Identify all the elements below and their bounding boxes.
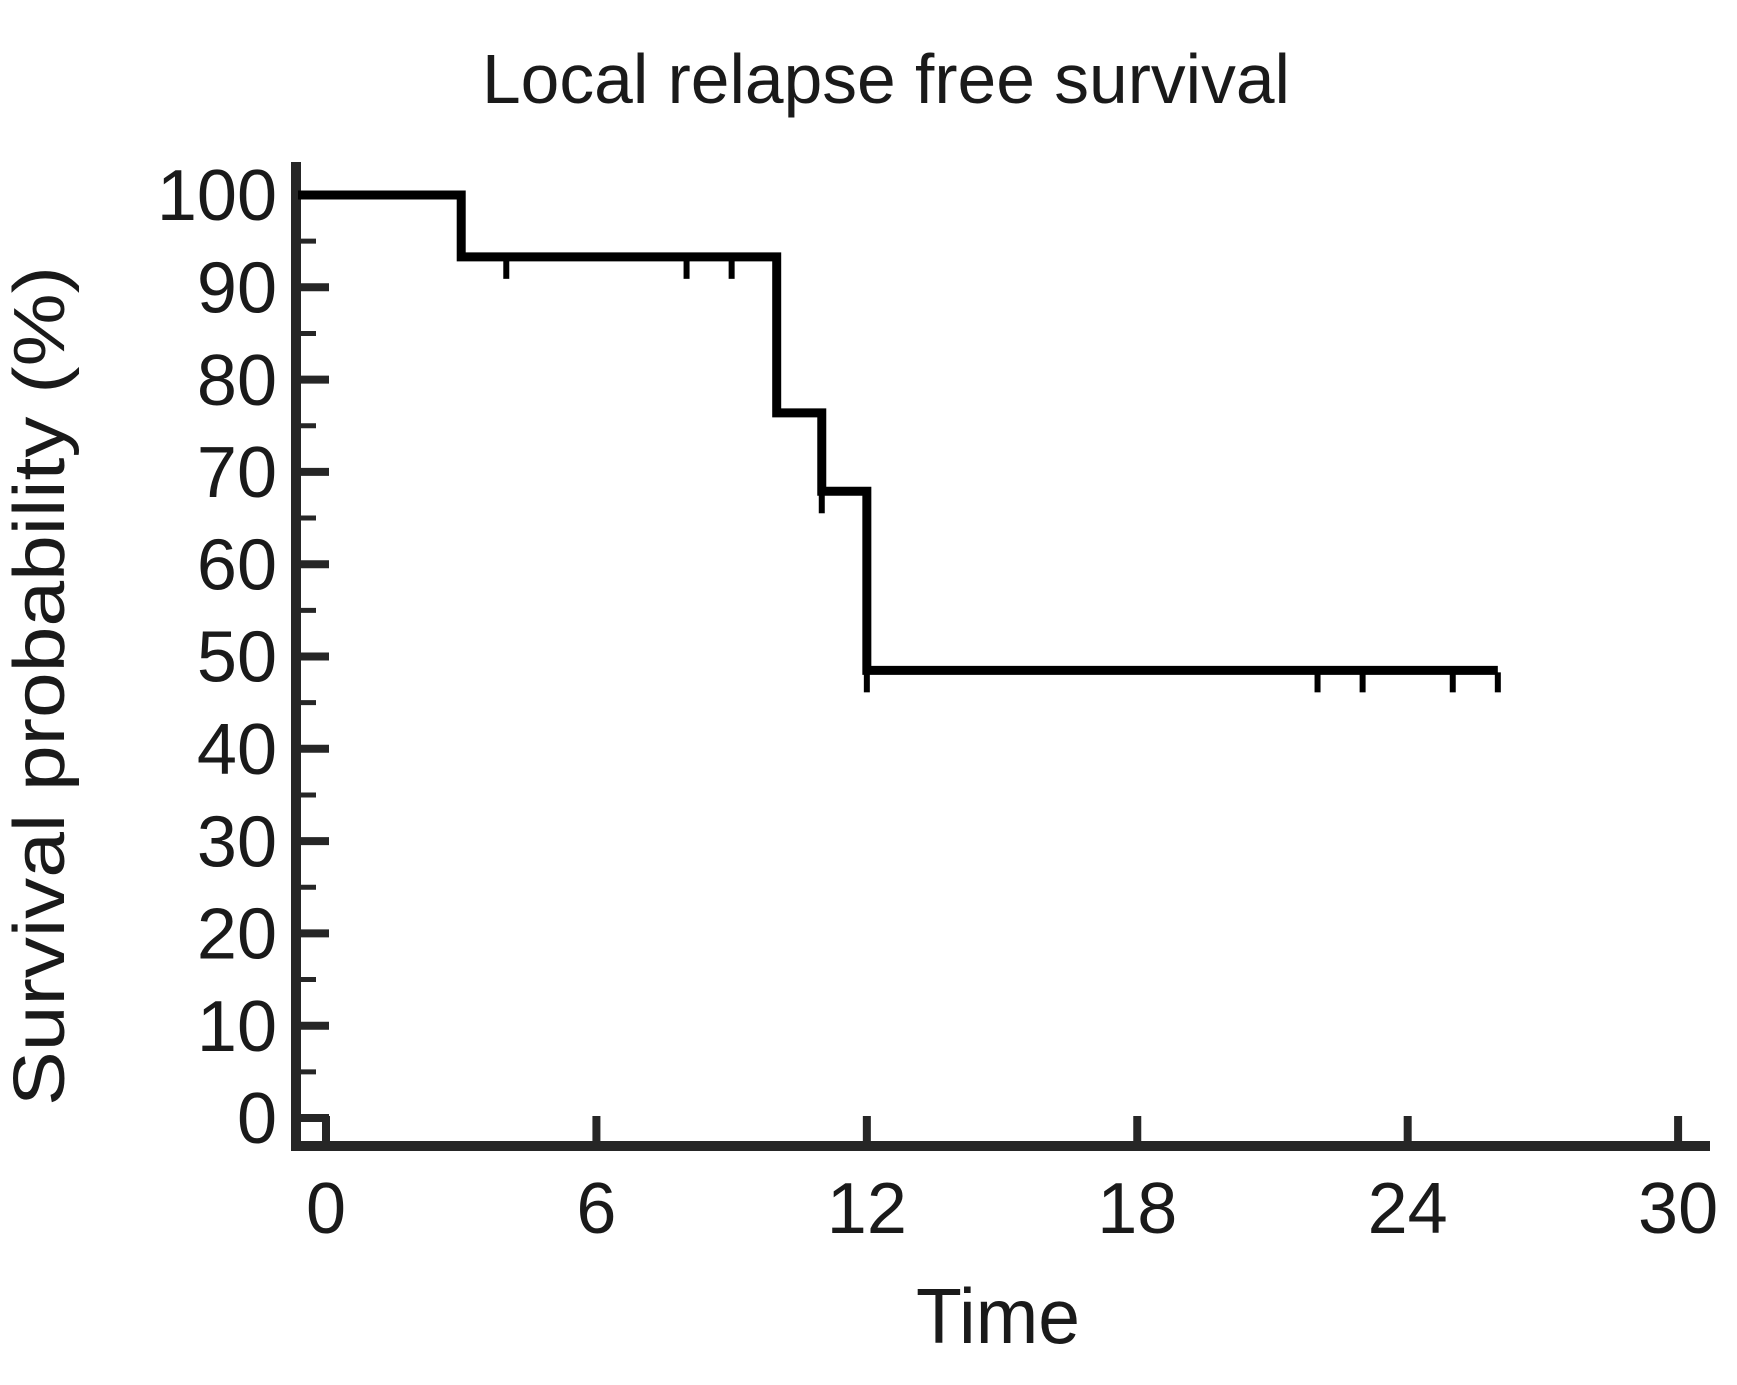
y-tick-label: 70 (197, 433, 277, 513)
censor-marks (503, 258, 1501, 693)
x-tick-label: 18 (1097, 1169, 1177, 1249)
y-tick-label: 50 (197, 618, 277, 698)
y-axis: 0 10 20 30 40 50 60 70 80 90 100 (157, 156, 329, 1159)
y-tick-label: 80 (197, 341, 277, 421)
y-tick-label: 0 (237, 1079, 277, 1159)
x-tick-label: 24 (1368, 1169, 1448, 1249)
chart-title: Local relapse free survival (482, 40, 1290, 118)
x-tick-label: 30 (1638, 1169, 1718, 1249)
y-tick-label: 90 (197, 249, 277, 329)
y-axis-ticks (296, 191, 329, 1122)
y-axis-tick-labels: 0 10 20 30 40 50 60 70 80 90 100 (157, 156, 277, 1159)
x-tick-label: 0 (306, 1169, 346, 1249)
x-axis-ticks (322, 1116, 1683, 1146)
x-axis-tick-labels: 0 6 12 18 24 30 (306, 1169, 1718, 1249)
x-tick-label: 6 (576, 1169, 616, 1249)
y-tick-label: 30 (197, 802, 277, 882)
y-axis-title: Survival probability (%) (0, 266, 80, 1106)
y-tick-label: 20 (197, 895, 277, 975)
x-tick-label: 12 (827, 1169, 907, 1249)
y-tick-label: 10 (197, 987, 277, 1067)
survival-curve (298, 190, 1498, 675)
y-tick-label: 40 (197, 710, 277, 790)
y-tick-label: 60 (197, 525, 277, 605)
y-tick-label: 100 (157, 156, 277, 236)
x-axis-title: Time (916, 1272, 1080, 1360)
x-axis: 0 6 12 18 24 30 (291, 1116, 1718, 1249)
